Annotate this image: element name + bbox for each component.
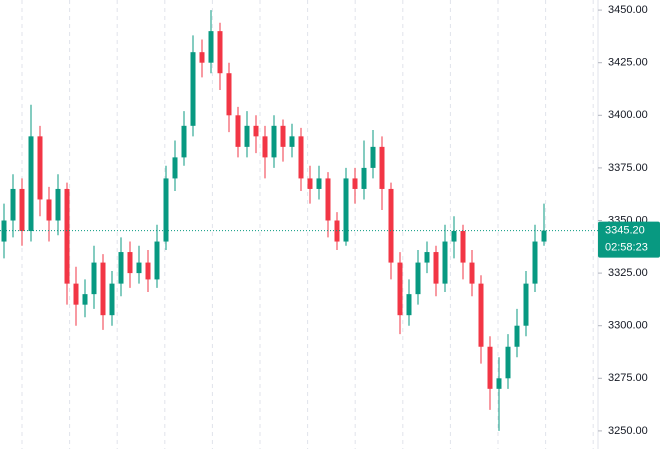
candle-body (514, 325, 520, 347)
candle-body (253, 125, 259, 137)
candle-body (415, 262, 421, 295)
candle-body (136, 262, 142, 274)
candle-body (469, 262, 475, 284)
candle-body (298, 136, 304, 179)
candle-body (289, 136, 295, 147)
candle-body (145, 262, 151, 280)
candle-body (505, 346, 511, 379)
candle-body (199, 52, 205, 63)
y-tick-label: 3450.00 (608, 4, 648, 16)
candle-body (82, 294, 88, 305)
candle-body (154, 241, 160, 280)
candle-body (343, 178, 349, 242)
candle-body (478, 283, 484, 347)
candle-body (424, 252, 430, 263)
candle-body (73, 283, 79, 305)
candle-body (262, 136, 268, 158)
candle-body (280, 125, 286, 147)
y-tick-label: 3400.00 (608, 109, 648, 121)
candle-body (190, 52, 196, 126)
candle-body (532, 241, 538, 284)
candle-body (100, 262, 106, 316)
y-tick-label: 3300.00 (608, 320, 648, 332)
candle-body (91, 262, 97, 295)
y-tick-label: 3275.00 (608, 372, 648, 384)
candle-body (10, 188, 16, 221)
candle-body (208, 31, 214, 63)
candle-body (433, 252, 439, 284)
candle-body (352, 178, 358, 189)
last-price-label: 3345.20 (605, 225, 645, 237)
candle-body (181, 125, 187, 158)
candle-body (163, 178, 169, 242)
candle-body (388, 188, 394, 263)
candle-body (55, 188, 61, 221)
candle-body (235, 115, 241, 147)
candle-body (46, 199, 52, 221)
candle-body (451, 231, 457, 242)
candle-body (37, 136, 43, 200)
candle-body (496, 378, 502, 389)
candle-body (460, 231, 466, 263)
y-tick-label: 3375.00 (608, 162, 648, 174)
candle-body (226, 73, 232, 116)
candle-body (325, 178, 331, 221)
last-price-box (598, 221, 660, 258)
candle-body (307, 178, 313, 189)
candle-body (523, 283, 529, 326)
y-tick-label: 3325.00 (608, 267, 648, 279)
candle-body (118, 252, 124, 284)
candle-body (541, 230, 547, 242)
candle-body (109, 283, 115, 316)
candle-body (19, 188, 25, 232)
candle-body (406, 294, 412, 316)
y-tick-label: 3250.00 (608, 425, 648, 437)
candle-body (397, 262, 403, 316)
candle-body (370, 146, 376, 168)
candle-body (172, 157, 178, 179)
countdown-label: 02:58:23 (605, 242, 648, 254)
candle-body (271, 125, 277, 158)
candle-body (244, 125, 250, 147)
candle-body (379, 146, 385, 189)
candle-body (127, 252, 133, 274)
candle-body (442, 241, 448, 284)
candle-body (217, 31, 223, 74)
y-tick-label: 3425.00 (608, 57, 648, 69)
candle-body (361, 167, 367, 189)
candle-body (316, 178, 322, 189)
candle-body (64, 188, 70, 284)
candle-body (487, 346, 493, 389)
candle-body (28, 136, 34, 232)
